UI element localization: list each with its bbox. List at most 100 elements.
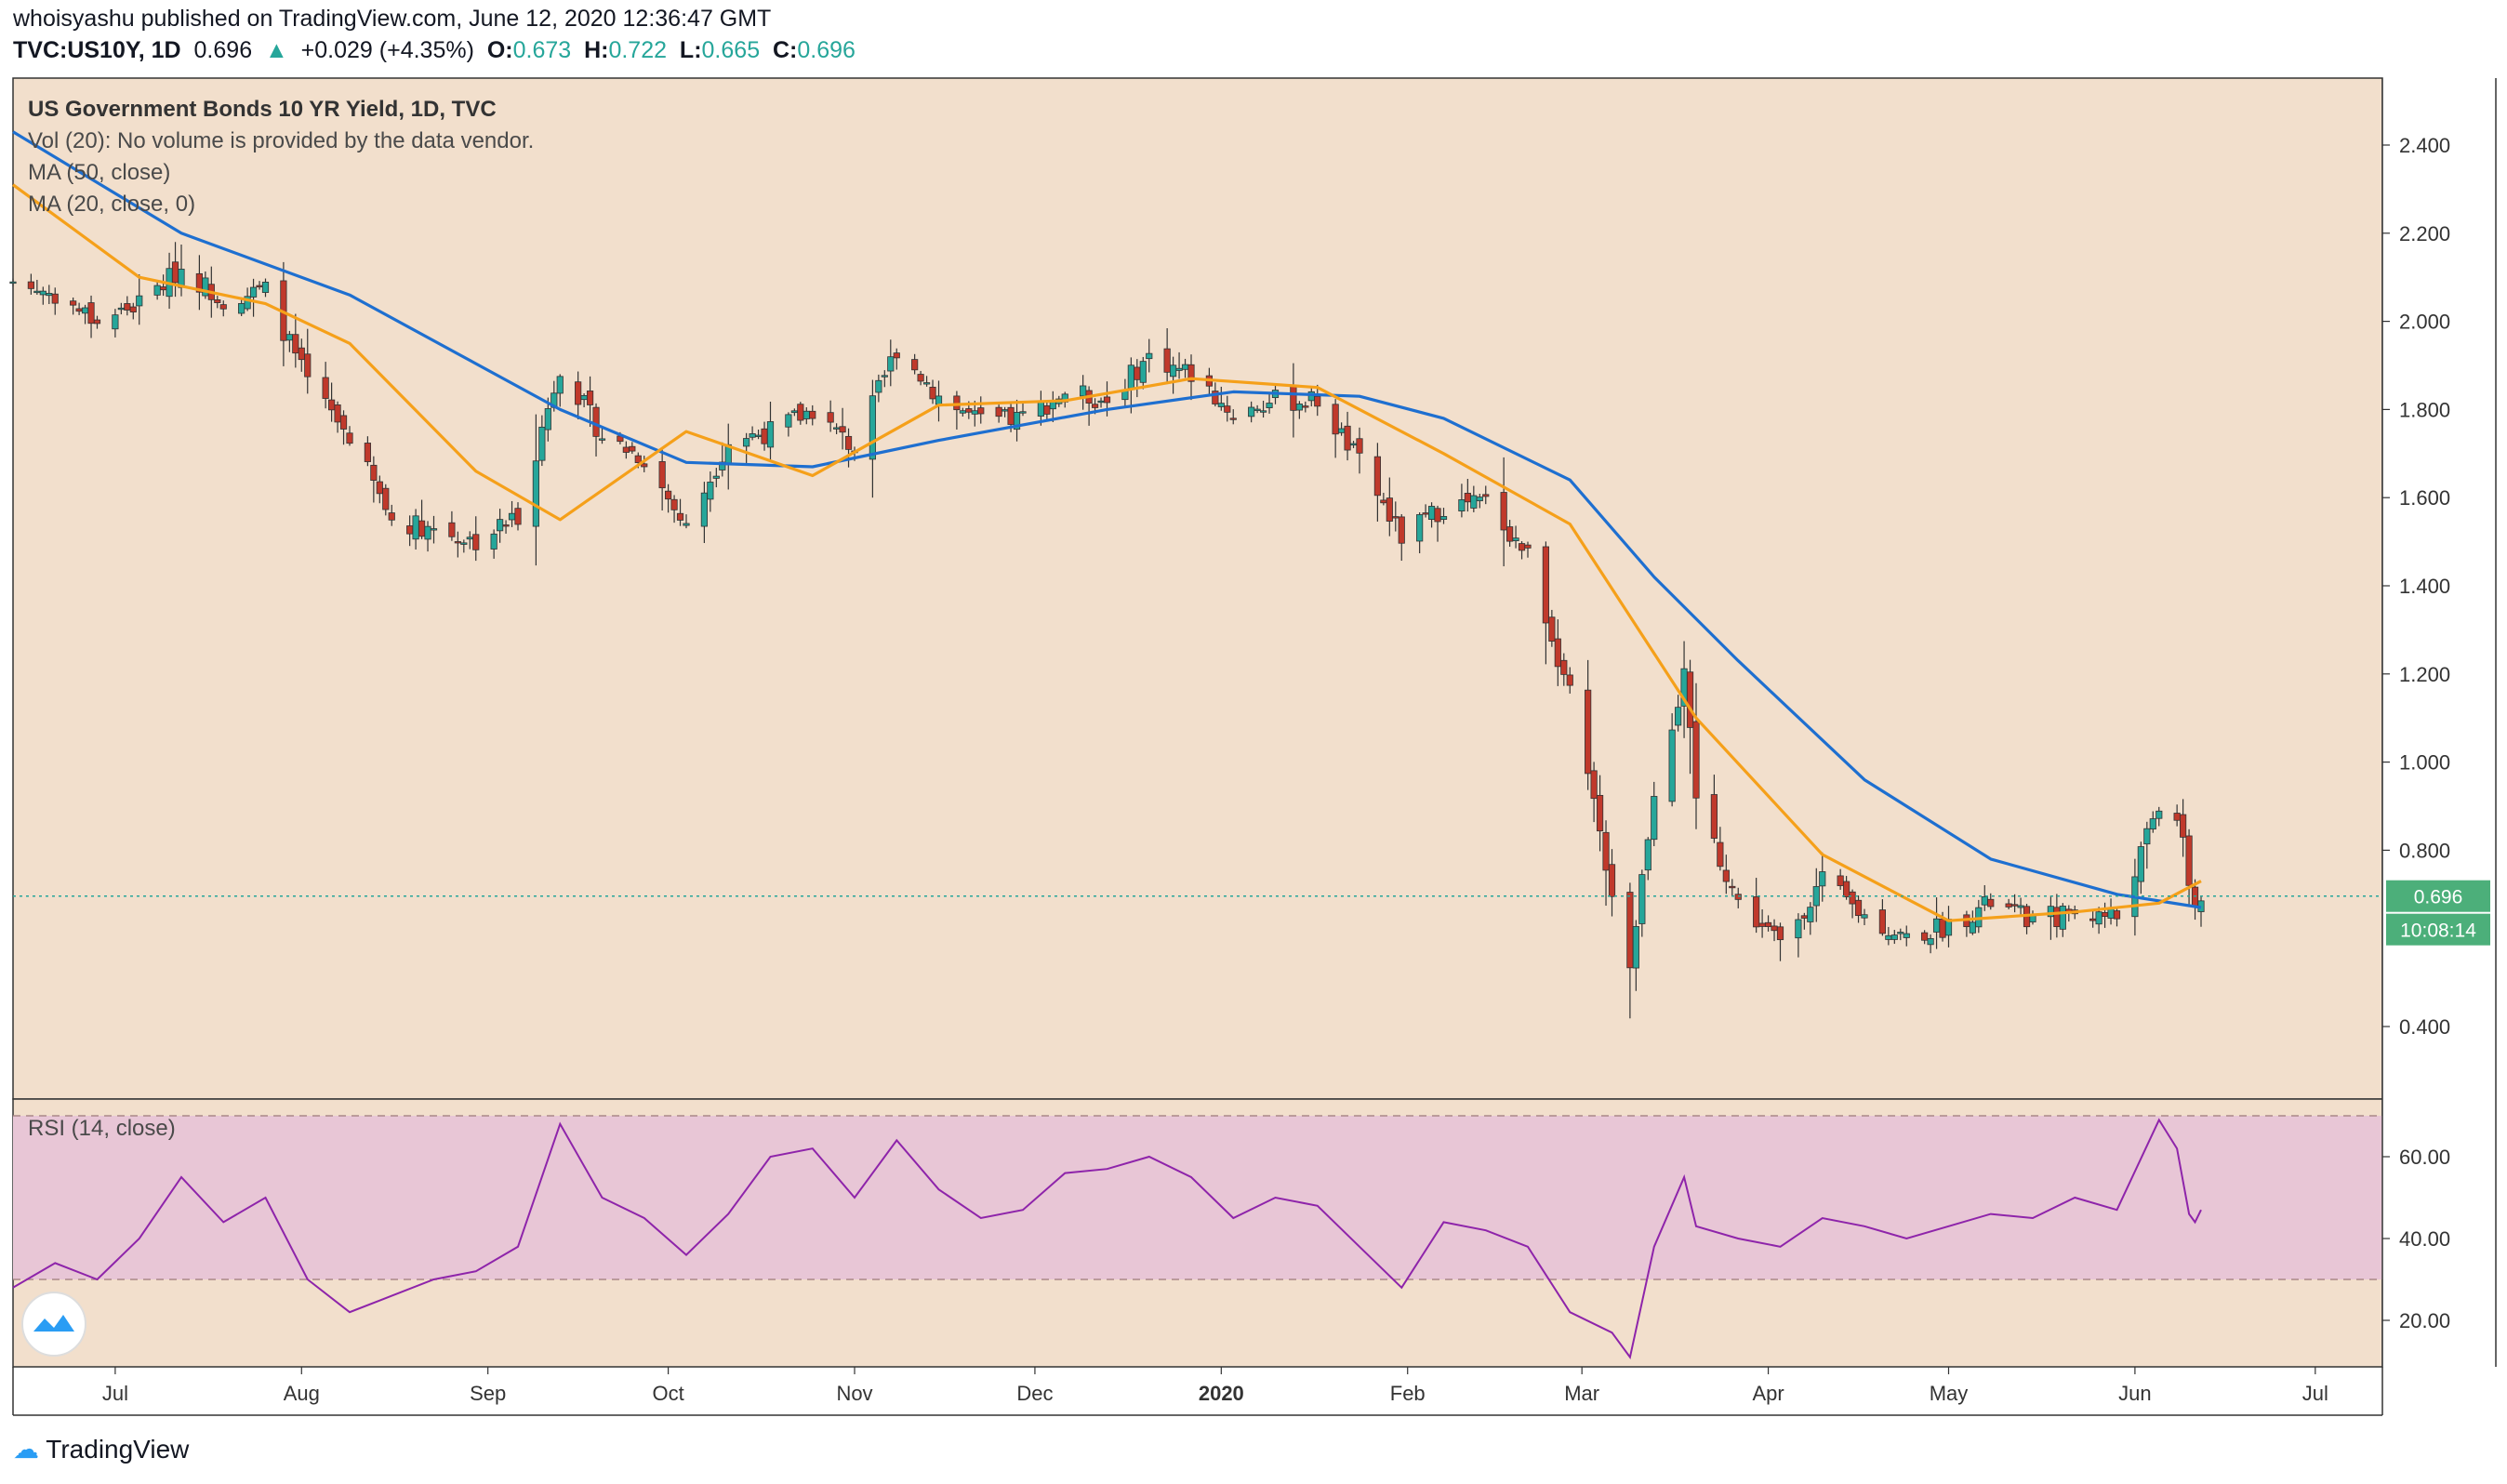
legend-volume: Vol (20): No volume is provided by the d… [28,128,535,153]
candle-up [1146,338,1153,373]
candle-down [839,407,846,450]
candle-down [1229,409,1237,425]
candle-down [129,302,137,320]
x-tick-label: May [1930,1382,1969,1405]
y-tick-label: 0.400 [2399,1015,2450,1039]
candle-down [87,295,95,338]
candle-down [1776,922,1784,961]
candle-down [1686,659,1694,775]
candle-down [339,410,348,445]
candle-up [1217,386,1225,411]
candle-up [1019,403,1027,417]
legend-ma20: MA (20, close, 0) [28,192,196,217]
candle-down [676,498,684,526]
candle-up [1470,485,1478,512]
candle-up [1897,928,1904,941]
candle-down [809,404,816,426]
candle-up [1476,493,1483,509]
x-tick-label: Jun [2118,1382,2151,1405]
candle-down [219,300,227,317]
candle-up [1969,910,1976,935]
rsi-tick-label: 60.00 [2399,1146,2450,1169]
candle-down [364,436,371,467]
candle-down [2113,907,2121,927]
candle-down [502,520,510,534]
candle-down [93,315,101,329]
candle-up [2149,811,2156,833]
candle-up [1512,525,1519,549]
y-tick-label: 1.800 [2399,398,2450,421]
candle-up [249,278,258,317]
candle-down [1717,827,1724,871]
low-label: L: [679,37,702,63]
candle-down [1585,659,1592,790]
candle-up [2137,841,2144,894]
candle-up [707,471,714,512]
candle-down [1596,775,1604,852]
candle-down [322,362,329,409]
candle-down [472,516,480,562]
candle-up [153,281,161,300]
candle-up [881,370,888,388]
candle-up [922,376,931,387]
y-tick-label: 2.400 [2399,134,2450,157]
candle-down [1878,899,1886,936]
price-pane[interactable] [12,77,2383,1100]
candle-down [665,484,672,513]
candle-up [875,374,882,403]
candle-down [917,370,924,386]
candle-up [887,339,895,387]
candle-up [490,529,497,559]
candle-down [454,531,461,558]
candle-down [448,510,456,541]
candle-up [1013,399,1021,442]
candle-down [1566,667,1573,694]
x-tick-label: Aug [284,1382,320,1405]
candle-down [292,313,299,368]
candle-down [214,296,221,309]
y-tick-label: 1.000 [2399,751,2450,775]
rsi-band [13,1116,2382,1279]
change-value: +0.029 (+4.35%) [300,37,474,63]
rsi-tick-label: 20.00 [2399,1309,2450,1332]
candle-up [598,426,606,444]
candle-down [1500,457,1507,567]
footer-brand[interactable]: ☁ TradingView [13,1434,189,1464]
candle-up [785,412,792,437]
candle-up [1668,713,1676,807]
candle-down [51,287,59,315]
candle-up [1819,852,1826,902]
tradingview-logo-icon: ☁ [13,1435,39,1464]
candle-down [1434,505,1441,542]
candle-down [1729,879,1736,896]
candle-down [1302,401,1309,413]
tradingview-badge[interactable] [21,1292,86,1357]
candle-up [538,415,546,467]
candle-down [1710,775,1718,843]
candle-down [1482,485,1490,505]
candle-up [1675,695,1682,732]
candle-down [995,404,1002,423]
candle-down [911,353,919,375]
candle-down [370,456,378,503]
candle-down [575,371,582,420]
candle-down [641,456,648,472]
candle-up [712,468,720,488]
candle-down [1373,443,1381,522]
price-axis[interactable] [2382,78,2496,1367]
candle-up [9,278,17,287]
candle-down [2011,894,2019,913]
candle-down [827,400,834,432]
symbol-label: TVC:US10Y, 1D [13,37,181,63]
x-tick-label: Sep [470,1382,506,1405]
candle-up [544,397,551,442]
candle-down [1356,427,1363,474]
x-tick-label: Dec [1016,1382,1053,1405]
candle-up [261,278,270,298]
candle-down [1043,401,1051,422]
candle-up [1861,908,1868,925]
candle-up [556,374,564,407]
candle-down [1849,889,1856,919]
candle-down [1854,895,1863,923]
